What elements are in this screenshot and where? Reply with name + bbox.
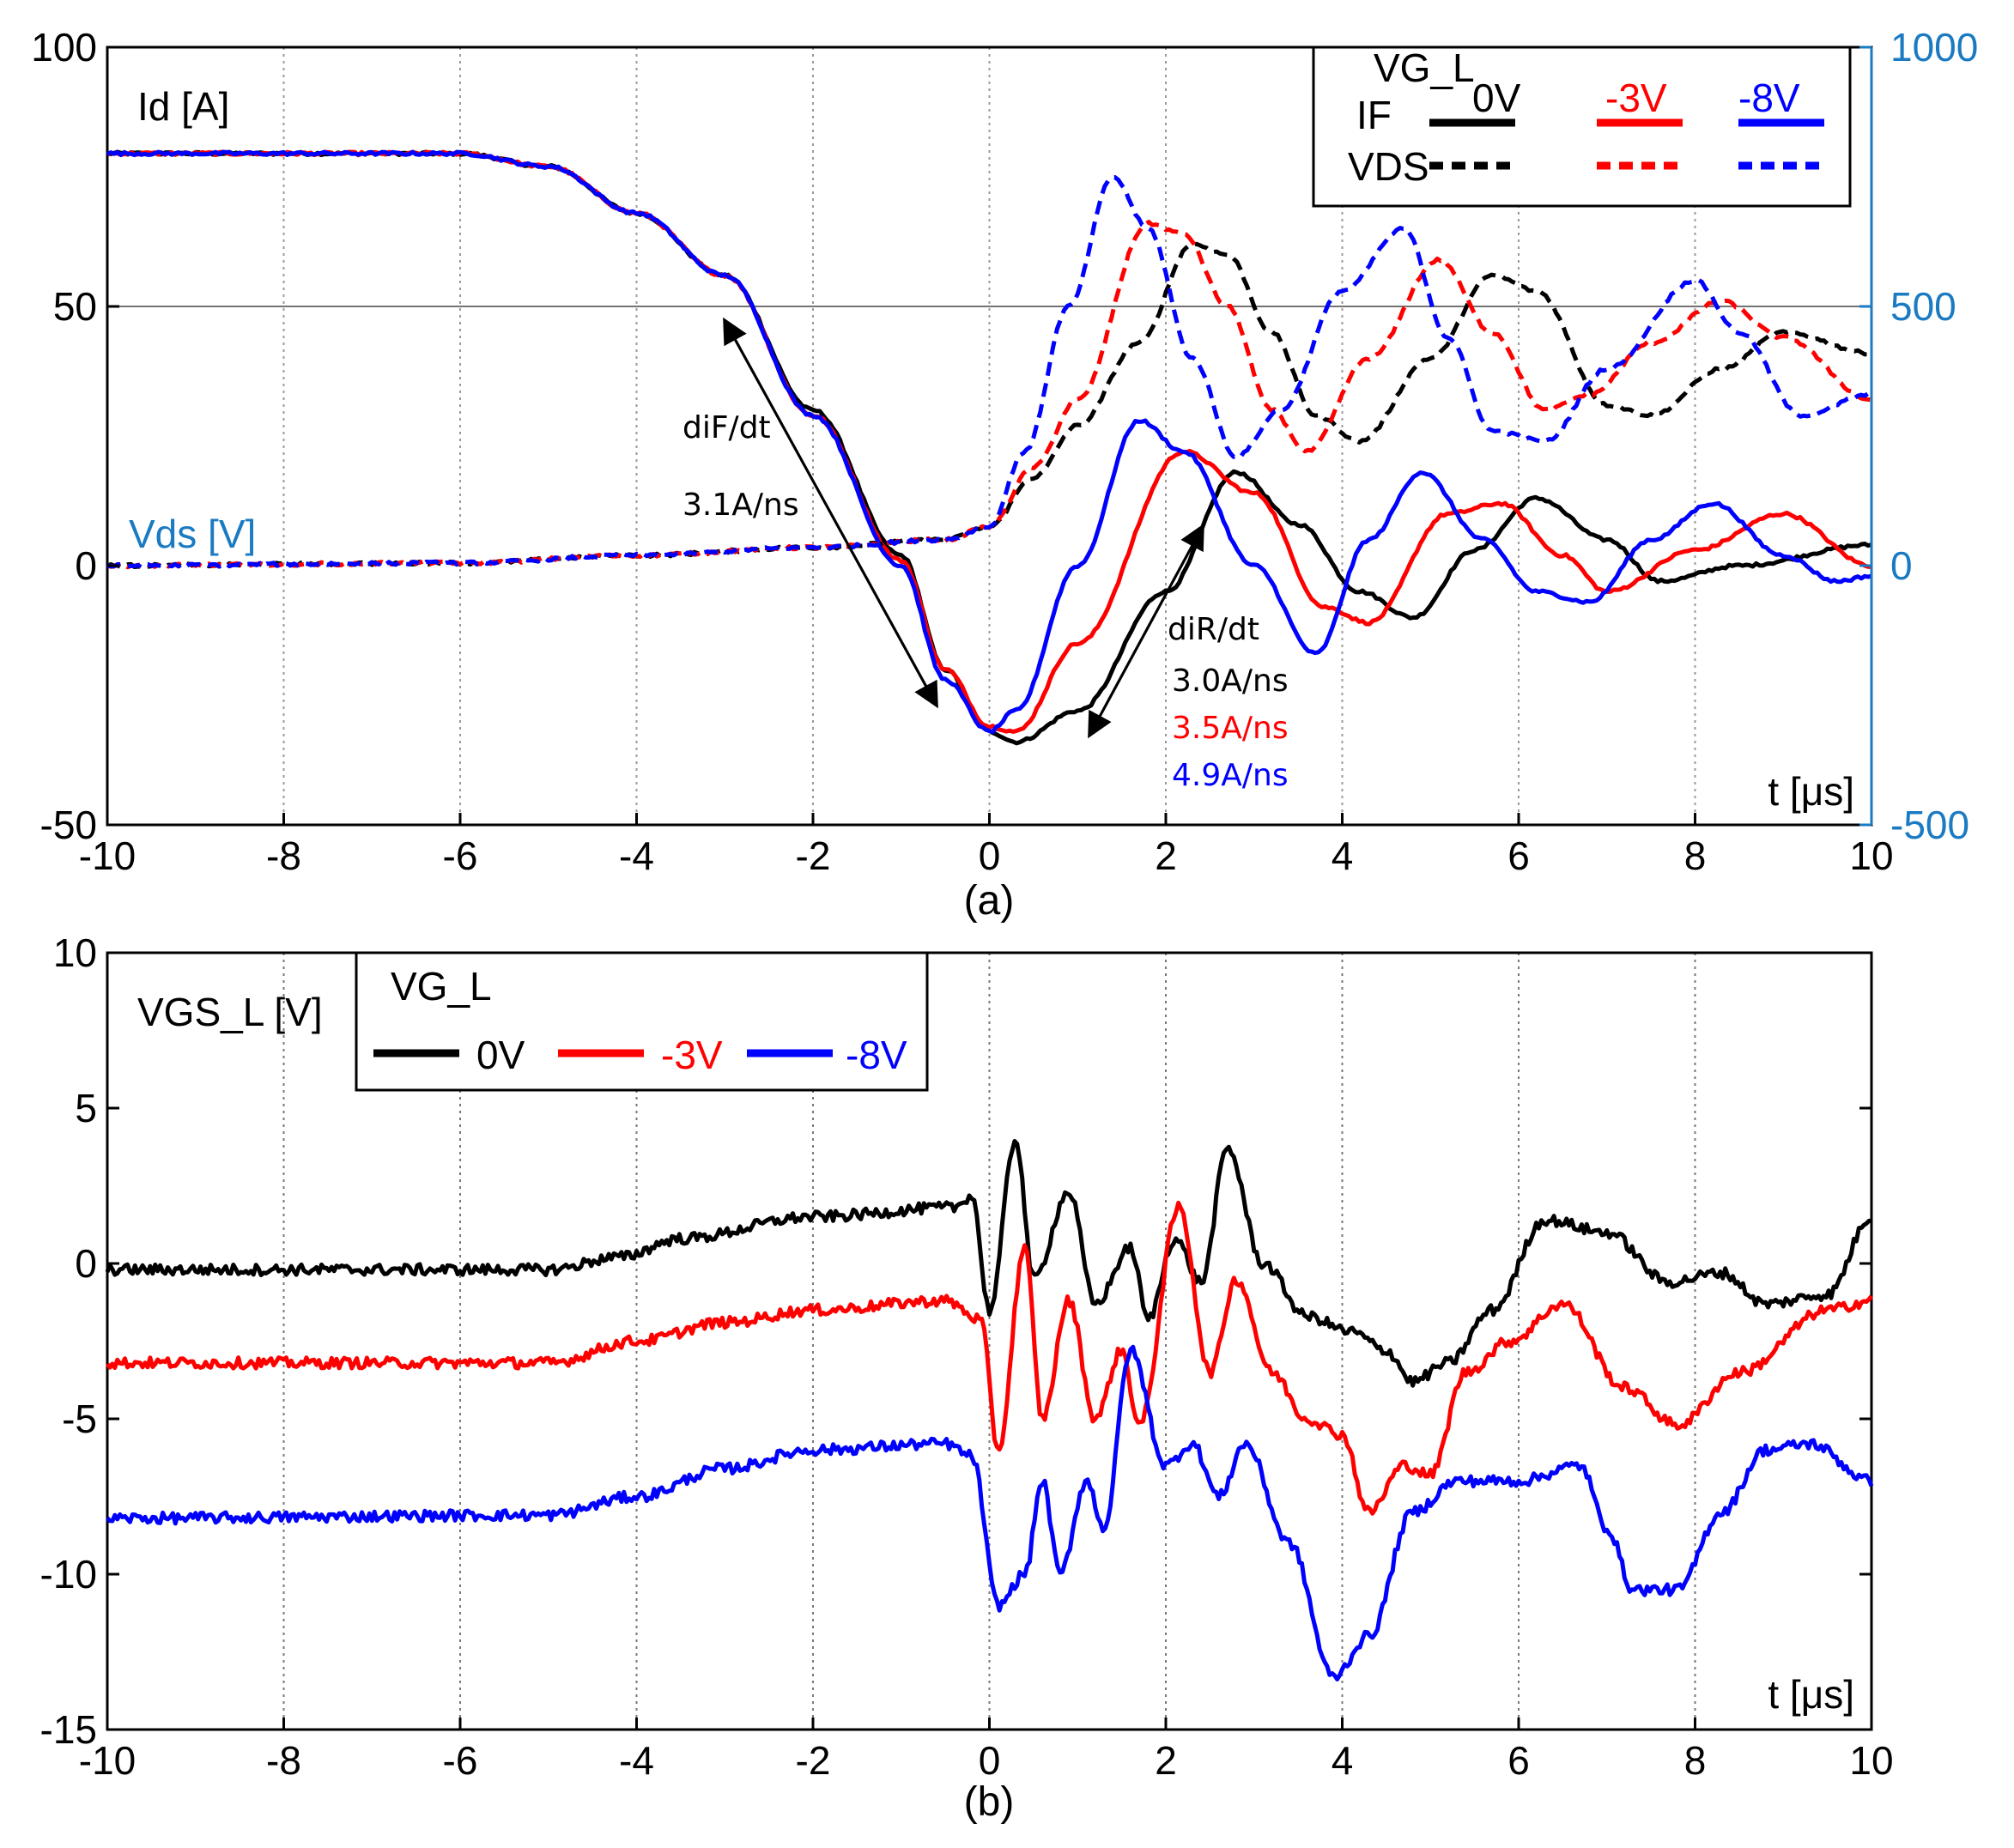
panel-a: -10 -8 -6 -4 -2 0 2 4 6 8 10-50050100-50005001000 … — [31, 25, 1978, 924]
panel-b-legend-3v: -3V — [661, 1033, 723, 1077]
panel-a-ytick-left-label: 100 — [31, 25, 97, 70]
panel-a-ytick-left-label: 50 — [53, 284, 97, 329]
panel-a-legend-title: VG_L — [1374, 45, 1475, 90]
panel-b-xtick-label: 10 — [1849, 1738, 1893, 1783]
panel-a-xtick-label: -2 — [796, 833, 831, 878]
panel-b-xtick-label: 8 — [1684, 1738, 1707, 1783]
rise-rate-8v: 4.9A/ns — [1172, 758, 1289, 793]
panel-a-xtick-label: 0 — [979, 833, 1001, 878]
panel-a-ylabel-right: Vds [V] — [129, 512, 256, 556]
panel-a-ylabel-left: Id [A] — [137, 84, 229, 129]
panel-a-ytick-right-label: 1000 — [1890, 25, 1978, 70]
rise-rate-3v: 3.5A/ns — [1172, 711, 1289, 746]
panel-a-xtick-label: 10 — [1849, 833, 1893, 878]
fall-rate-value: 3.1A/ns — [682, 488, 799, 523]
panel-b-legend: VG_L 0V -3V -8V — [355, 951, 929, 1092]
panel-a-xtick-label: -6 — [443, 833, 478, 878]
fall-arrow-head-down — [724, 321, 938, 709]
panel-b-ytick-label: -15 — [40, 1707, 97, 1752]
series-line — [106, 175, 1872, 570]
panel-a-xtick-label: 8 — [1684, 833, 1707, 878]
panel-a-ytick-right-label: -500 — [1890, 803, 1969, 847]
panel-b-xtick-label: 0 — [979, 1738, 1001, 1783]
fall-rate-label: diF/dt — [682, 410, 771, 445]
panel-b-xtick-label: 6 — [1507, 1738, 1530, 1783]
panel-b-legend-0v: 0V — [476, 1033, 525, 1077]
panel-b-ytick-label: -10 — [40, 1552, 97, 1597]
panel-b-xlabel: t [μs] — [1768, 1672, 1854, 1717]
panel-b-series — [105, 1139, 1874, 1681]
series-line — [106, 149, 1872, 735]
panel-a-ytick-left-label: 0 — [75, 543, 97, 588]
panel-a-grid — [107, 47, 1871, 825]
panel-b-caption: (b) — [964, 1779, 1015, 1825]
panel-a-xtick-label: 6 — [1507, 833, 1530, 878]
panel-b-ylabel: VGS_L [V] — [137, 990, 323, 1034]
panel-a-ytick-right-label: 500 — [1890, 284, 1956, 329]
panel-a-legend-row-if: IF — [1356, 93, 1392, 137]
panel-a-legend-3v: -3V — [1605, 76, 1667, 120]
panel-a-caption: (a) — [964, 878, 1015, 924]
panel-b-xtick-label: -8 — [266, 1738, 301, 1783]
panel-a-xlabel: t [μs] — [1768, 769, 1854, 814]
series-line — [105, 1200, 1873, 1516]
panel-b-legend-title: VG_L — [391, 964, 492, 1009]
panel-b-xtick-label: -4 — [619, 1738, 654, 1783]
panel-b-xtick-label: -10 — [79, 1738, 136, 1783]
panel-a-legend: VG_L IF VDS 0V -3V -8V — [1312, 45, 1852, 208]
panel-b-xtick-label: -2 — [796, 1738, 831, 1783]
panel-b-ytick-label: 10 — [53, 930, 97, 975]
panel-b-grid — [282, 953, 1696, 1730]
rise-rate-label: diR/dt — [1168, 612, 1259, 647]
rise-arrow-head-up — [1089, 523, 1204, 735]
panel-a-legend-0v: 0V — [1472, 76, 1521, 120]
panel-b-ytick-label: 0 — [75, 1241, 97, 1286]
panel-a-ytick-right-label: 0 — [1890, 543, 1913, 588]
panel-b-ytick-label: -5 — [62, 1397, 97, 1441]
rise-rate-0v: 3.0A/ns — [1172, 663, 1289, 699]
panel-a-series — [106, 149, 1872, 746]
panel-b-xtick-label: 2 — [1155, 1738, 1177, 1783]
panel-a-xtick-label: -10 — [79, 833, 136, 878]
panel-a-xtick-label: -8 — [266, 833, 301, 878]
panel-a-ytick-left-label: -50 — [40, 803, 97, 847]
panel-b-xtick-label: 4 — [1332, 1738, 1354, 1783]
series-line — [105, 1139, 1872, 1388]
panel-b-ytick-label: 5 — [75, 1086, 97, 1130]
panel-a-legend-row-vds: VDS — [1348, 144, 1429, 189]
series-line — [106, 1344, 1874, 1681]
panel-b-xtick-label: -6 — [443, 1738, 478, 1783]
panel-a-xtick-label: -4 — [619, 833, 654, 878]
panel-a-xtick-label: 4 — [1332, 833, 1354, 878]
panel-b-legend-8v: -8V — [846, 1033, 907, 1077]
panel-a-legend-8v: -8V — [1738, 76, 1800, 120]
panel-b-legend-box — [355, 951, 929, 1092]
panel-a-xtick-label: 2 — [1155, 833, 1177, 878]
